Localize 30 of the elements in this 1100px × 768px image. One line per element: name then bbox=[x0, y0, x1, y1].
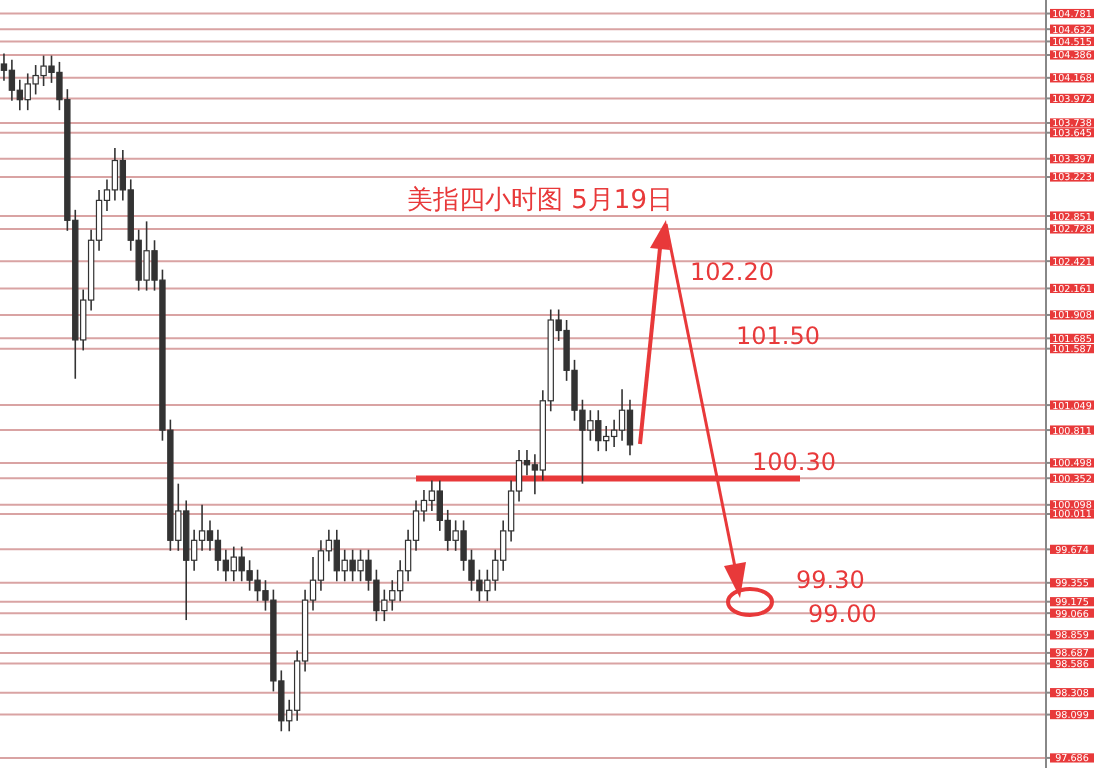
annotation: 100.30 bbox=[752, 448, 836, 476]
candlestick bbox=[16, 78, 24, 111]
candlestick bbox=[40, 54, 47, 87]
candlestick bbox=[618, 388, 626, 442]
candlestick bbox=[238, 545, 245, 583]
annotation: 101.50 bbox=[736, 322, 820, 350]
candlestick bbox=[349, 548, 356, 583]
candlestick bbox=[24, 72, 31, 111]
candlestick bbox=[8, 59, 16, 102]
candlestick bbox=[143, 220, 150, 292]
candlestick bbox=[246, 559, 253, 592]
text: 美指四小时图 5月19日 bbox=[407, 184, 673, 216]
candlestick bbox=[603, 425, 610, 452]
candlestick bbox=[333, 529, 340, 583]
candlestick bbox=[373, 568, 380, 622]
candlestick bbox=[222, 548, 230, 583]
candlestick bbox=[214, 529, 222, 572]
candlestick bbox=[595, 409, 602, 452]
annotation: 99.30 bbox=[796, 566, 865, 594]
annotation: 102.20 bbox=[690, 258, 774, 286]
candlestick bbox=[341, 548, 348, 583]
candlestick bbox=[230, 545, 237, 583]
candlestick bbox=[476, 568, 483, 602]
candlestick bbox=[587, 409, 594, 442]
candlestick bbox=[357, 548, 364, 583]
candlestick bbox=[254, 568, 261, 602]
candlestick bbox=[381, 588, 388, 622]
candlestick bbox=[111, 147, 119, 202]
annotation: 99.00 bbox=[808, 600, 877, 628]
candlestick bbox=[626, 398, 634, 457]
